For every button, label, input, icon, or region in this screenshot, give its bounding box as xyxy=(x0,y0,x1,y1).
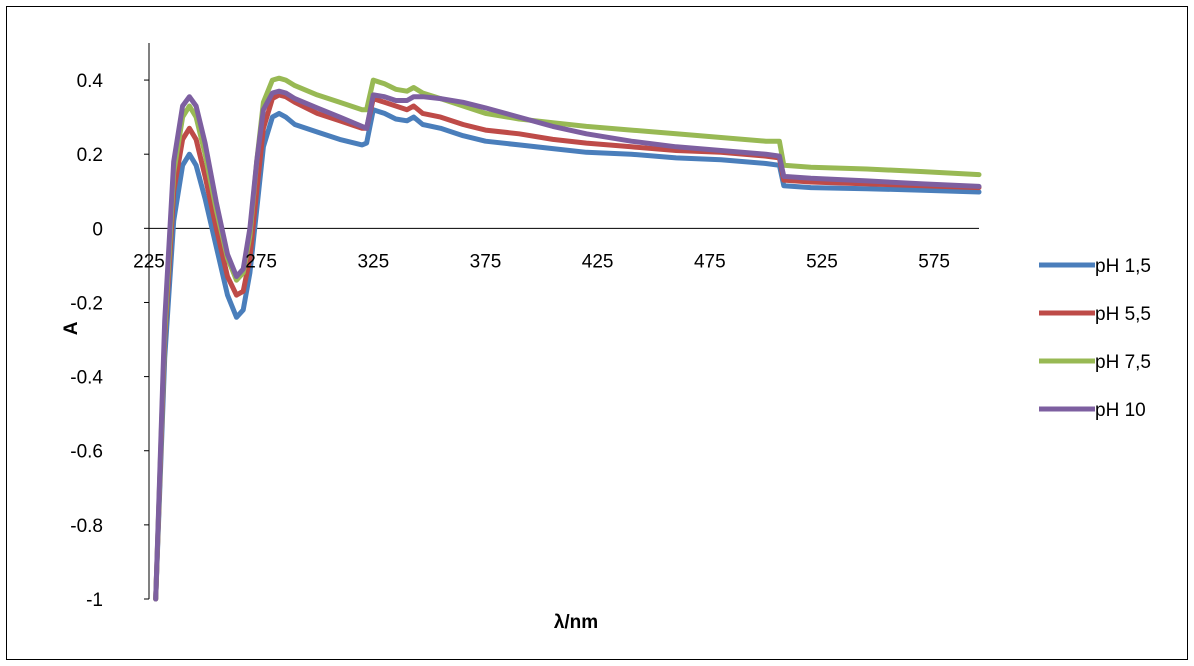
tick-labels: -1 -0.8 -0.6 -0.4 -0.2 0 0.2 0.4 225 275 325 375 425… xyxy=(70,71,950,611)
x-axis-title: λ/nm xyxy=(554,612,598,633)
y-tick-label: 0 xyxy=(92,219,103,240)
y-tick-label: -0.8 xyxy=(70,516,103,537)
chart-frame: -1 -0.8 -0.6 -0.4 -0.2 0 0.2 0.4 225 275 325 375 425… xyxy=(6,6,1188,660)
line-chart: -1 -0.8 -0.6 -0.4 -0.2 0 0.2 0.4 225 275 325 375 425… xyxy=(61,43,1151,633)
y-tick-label: -0.2 xyxy=(70,293,103,314)
x-tick-label: 425 xyxy=(582,251,614,272)
legend-label-2: pH 5,5 xyxy=(1095,304,1151,325)
series-lines xyxy=(153,75,982,602)
x-tick-label: 225 xyxy=(133,251,165,272)
series-line-3 xyxy=(153,75,982,602)
series-line-1 xyxy=(153,107,982,602)
x-tick-label: 375 xyxy=(470,251,502,272)
axes xyxy=(144,43,979,600)
y-tick-label: -0.6 xyxy=(70,442,103,463)
x-tick-label: 275 xyxy=(245,251,277,272)
x-tick-label: 525 xyxy=(806,251,838,272)
y-tick-label: 0.4 xyxy=(77,71,104,92)
y-tick-label: 0.2 xyxy=(77,145,103,166)
x-tick-label: 325 xyxy=(357,251,389,272)
y-tick-label: -1 xyxy=(86,590,103,611)
y-tick-label: -0.4 xyxy=(70,368,103,389)
x-tick-label: 575 xyxy=(918,251,950,272)
legend-label-1: pH 1,5 xyxy=(1095,256,1151,277)
legend-label-3: pH 7,5 xyxy=(1095,352,1151,373)
series-line-4 xyxy=(153,88,982,602)
x-tick-label: 475 xyxy=(694,251,726,272)
legend: pH 1,5 pH 5,5 pH 7,5 pH 10 xyxy=(1039,256,1151,421)
y-axis-title: A xyxy=(61,321,82,335)
legend-label-4: pH 10 xyxy=(1095,400,1146,421)
